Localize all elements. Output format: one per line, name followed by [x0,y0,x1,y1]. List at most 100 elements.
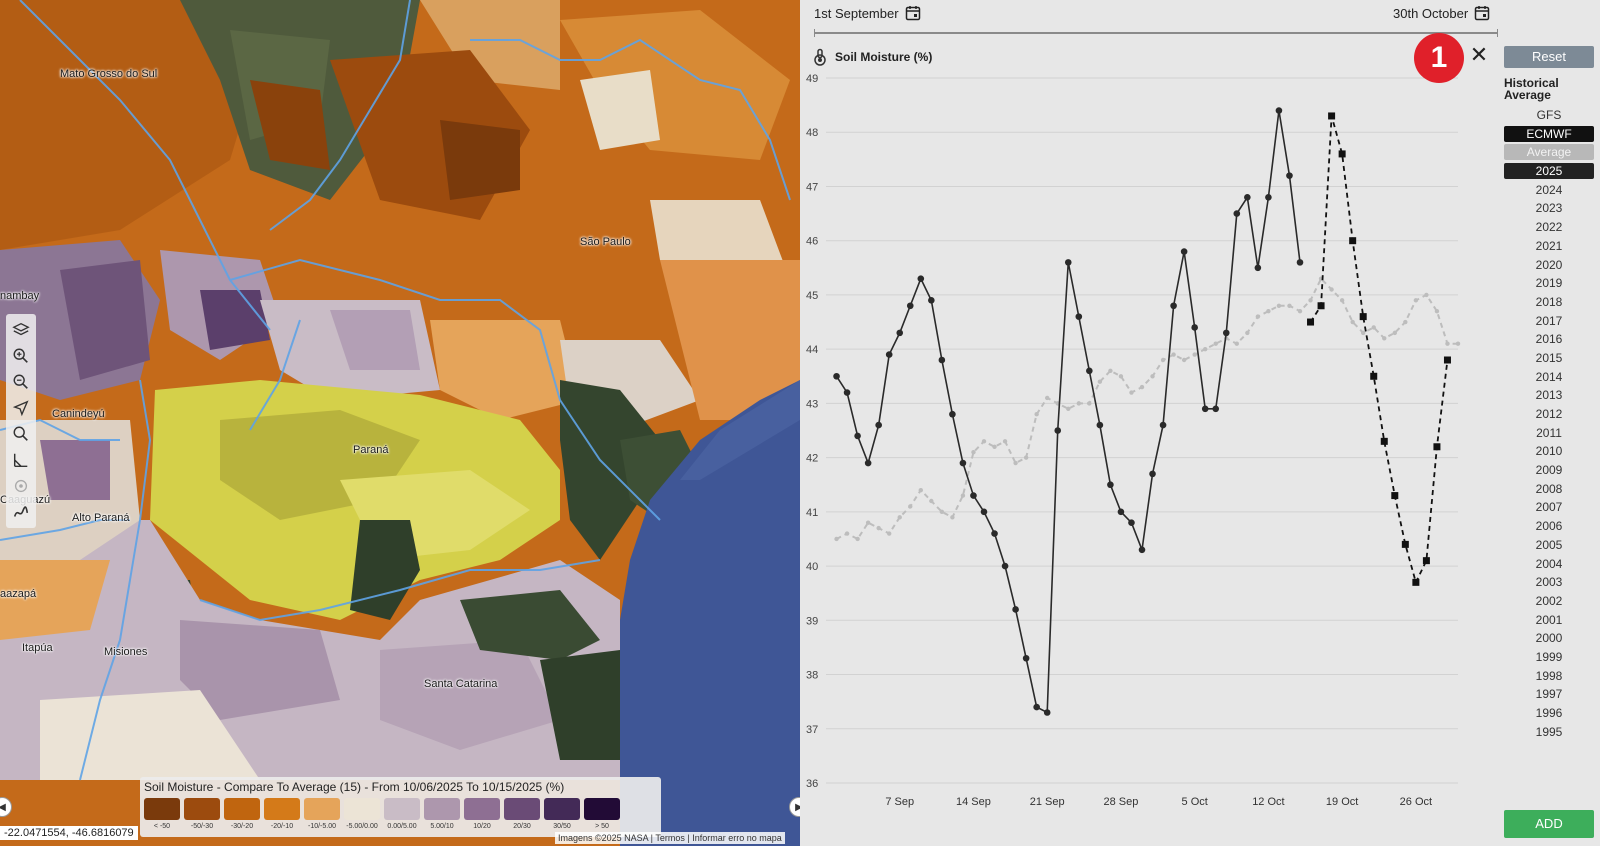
year-option[interactable]: 2017 [1535,313,1563,328]
data-point-average [992,444,997,449]
year-option[interactable]: 2002 [1535,593,1563,608]
data-point-average [1266,308,1271,314]
navigate-icon[interactable] [6,395,36,421]
legend-swatch-label: -20/-10 [270,823,294,830]
year-option[interactable]: 2024 [1535,182,1563,197]
data-point-2025 [1296,259,1304,266]
chart-title-row: Soil Moisture (%) [812,48,932,66]
year-option[interactable]: 2011 [1536,425,1562,440]
map-legend: Soil Moisture - Compare To Average (15) … [140,777,661,837]
year-option[interactable]: 2003 [1535,575,1563,590]
year-option[interactable]: 1999 [1535,649,1563,664]
soil-moisture-chart: 36 37 38 39 40 41 42 43 44 45 46 47 48 49 7 Sep 14 Sep 2… [806,73,1461,808]
year-option[interactable]: 2005 [1535,537,1563,552]
year-option[interactable]: 2014 [1535,369,1563,384]
year-option[interactable]: 2015 [1535,350,1563,365]
year-option[interactable]: 2025 [1504,163,1594,180]
year-option[interactable]: 2018 [1535,294,1563,309]
map-label-sao-paulo: São Paulo [580,236,631,248]
data-point-2025 [1086,367,1093,375]
data-point-average [1245,330,1250,336]
zoom-out-icon[interactable] [6,369,36,395]
y-tick-label: 37 [806,724,818,736]
data-point-average [1455,341,1461,346]
data-point-2025 [1107,481,1114,489]
data-point-average [1181,357,1187,363]
data-point-average [1002,439,1008,444]
year-option[interactable]: 2007 [1535,500,1563,515]
data-point-2025 [1033,703,1040,711]
legend-swatch-color [144,798,180,820]
x-tick-label: 7 Sep [885,796,914,808]
series-line-ecmwf [1309,115,1449,585]
year-option[interactable]: 2013 [1535,388,1563,403]
y-tick-label: 41 [806,507,818,519]
data-point-2025 [1128,519,1135,526]
zoom-in-icon[interactable] [6,343,36,369]
year-option[interactable]: 2021 [1535,238,1563,253]
cursor-coordinates: -22.0471554, -46.6816079 [0,826,138,840]
data-point-ecmwf [1307,318,1315,326]
y-tick-label: 36 [806,778,818,790]
chart-title: Soil Moisture (%) [835,50,933,64]
x-tick-label: 5 Oct [1182,796,1208,808]
draw-icon[interactable] [6,499,36,525]
year-option[interactable]: 2022 [1535,220,1563,235]
reset-button[interactable]: Reset [1504,46,1594,68]
year-option[interactable]: 2009 [1535,463,1563,478]
data-point-2025 [1117,508,1125,516]
year-option[interactable]: 2001 [1535,612,1563,627]
year-option[interactable]: 2019 [1535,276,1563,291]
year-option[interactable]: ECMWF [1504,125,1594,142]
legend-swatch: > 50 [584,798,620,830]
start-date-picker[interactable]: 1st September [814,5,921,21]
locate-icon[interactable] [6,473,36,499]
year-option[interactable]: 2004 [1535,556,1563,571]
data-point-average [1361,330,1366,336]
year-option[interactable]: 1998 [1535,668,1563,683]
data-point-2025 [864,459,872,467]
legend-swatch: -10/-5.00 [304,798,340,830]
data-point-average [1066,406,1071,412]
year-option[interactable]: 1996 [1535,706,1563,720]
close-chart-button[interactable]: ✕ [1469,42,1489,67]
year-option[interactable]: GFS [1536,108,1562,122]
y-tick-label: 49 [806,73,818,85]
data-point-2025 [1075,313,1083,320]
measure-icon[interactable] [6,447,36,473]
calendar-icon [1474,6,1490,21]
year-option[interactable]: Average [1504,144,1594,161]
year-option[interactable]: 2023 [1535,201,1563,216]
data-point-ecmwf [1380,437,1388,445]
y-tick-label: 44 [806,344,818,356]
year-option[interactable]: 1997 [1535,687,1563,702]
legend-swatch-label: > 50 [595,823,609,830]
year-option[interactable]: 1995 [1535,724,1563,739]
search-icon[interactable] [6,421,36,447]
year-option[interactable]: 2016 [1535,332,1563,347]
data-point-average [1339,298,1345,303]
year-option[interactable]: 2008 [1535,481,1563,496]
layers-icon[interactable] [6,317,36,343]
year-option[interactable]: 2010 [1535,444,1563,459]
data-point-average [1192,352,1197,357]
legend-swatch: 5.00/10 [424,798,460,830]
year-option[interactable]: 2006 [1535,519,1563,534]
date-range-slider[interactable] [814,29,1498,37]
data-point-average [855,536,860,542]
data-point-ecmwf [1391,492,1399,500]
series-sidebar: Reset Historical Average GFS ECMWF Average… [1504,46,1594,742]
year-option[interactable]: 2020 [1535,257,1563,272]
map-view[interactable]: Mato Grosso do Sul São Paulo Paraná Cani… [0,0,800,846]
add-button[interactable]: ADD [1504,810,1594,838]
data-point-2025 [1191,324,1198,331]
year-option[interactable]: 2012 [1535,407,1563,421]
map-label-canindeyu: Canindeyú [52,408,105,420]
data-point-2025 [906,302,914,310]
year-option[interactable]: 2000 [1535,631,1563,646]
map-label-nambay: nambay [0,290,40,302]
end-date-picker[interactable]: 30th October [1393,5,1490,21]
map-attribution[interactable]: Imagens ©2025 NASA | Termos | Informar e… [555,832,785,844]
data-point-average [1287,303,1292,308]
data-point-average [1108,368,1113,374]
